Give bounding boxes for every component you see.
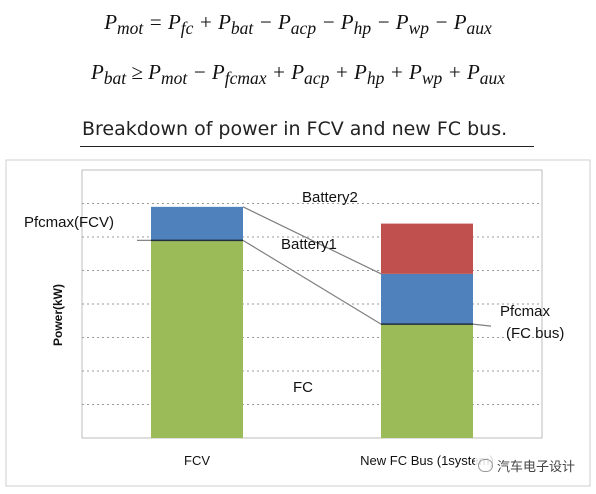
bar-segment-battery2: [381, 223, 473, 274]
y-axis-label: Power(kW): [51, 284, 65, 346]
annotation-fc: FC: [293, 379, 313, 396]
chat-bubble-icon: [477, 459, 493, 472]
connector-battery-top: [242, 206, 382, 275]
motor-power-equation: Pmot = Pfc + Pbat − Pacp − Php − Pwp − P…: [104, 10, 492, 39]
battery-power-inequality: Pbat ≥ Pmot − Pfcmax + Pacp + Php + Pwp …: [90, 60, 506, 89]
wechat-watermark: 汽车电子设计: [474, 455, 578, 476]
x-tick-labels: FCV New FC Bus (1system): [184, 453, 494, 468]
x-tick-label: FCV: [184, 453, 210, 468]
annotation-fcv-max: Pfcmax(FCV): [24, 214, 114, 231]
connector-lines: [137, 206, 492, 327]
heading-underline: [80, 146, 534, 147]
x-tick-label: New FC Bus (1system): [360, 453, 494, 468]
bar-stacks: [151, 206, 473, 438]
leader-bus-max: [472, 323, 492, 327]
bar-segment-battery1: [151, 206, 243, 241]
watermark-text: 汽车电子设计: [496, 460, 575, 475]
annotation-battery1: Battery1: [281, 236, 337, 253]
annotation-battery2: Battery2: [302, 189, 358, 206]
bar-segment-fc: [151, 240, 243, 438]
annotation-bus-max: Pfcmax: [500, 303, 551, 320]
bar-segment-battery1: [381, 273, 473, 325]
annotation-bus-max-sub: (FC bus): [506, 325, 564, 342]
figure-heading: Breakdown of power in FCV and new FC bus…: [82, 118, 508, 140]
bar-segment-fc: [381, 324, 473, 438]
connector-fc-max: [242, 239, 382, 325]
